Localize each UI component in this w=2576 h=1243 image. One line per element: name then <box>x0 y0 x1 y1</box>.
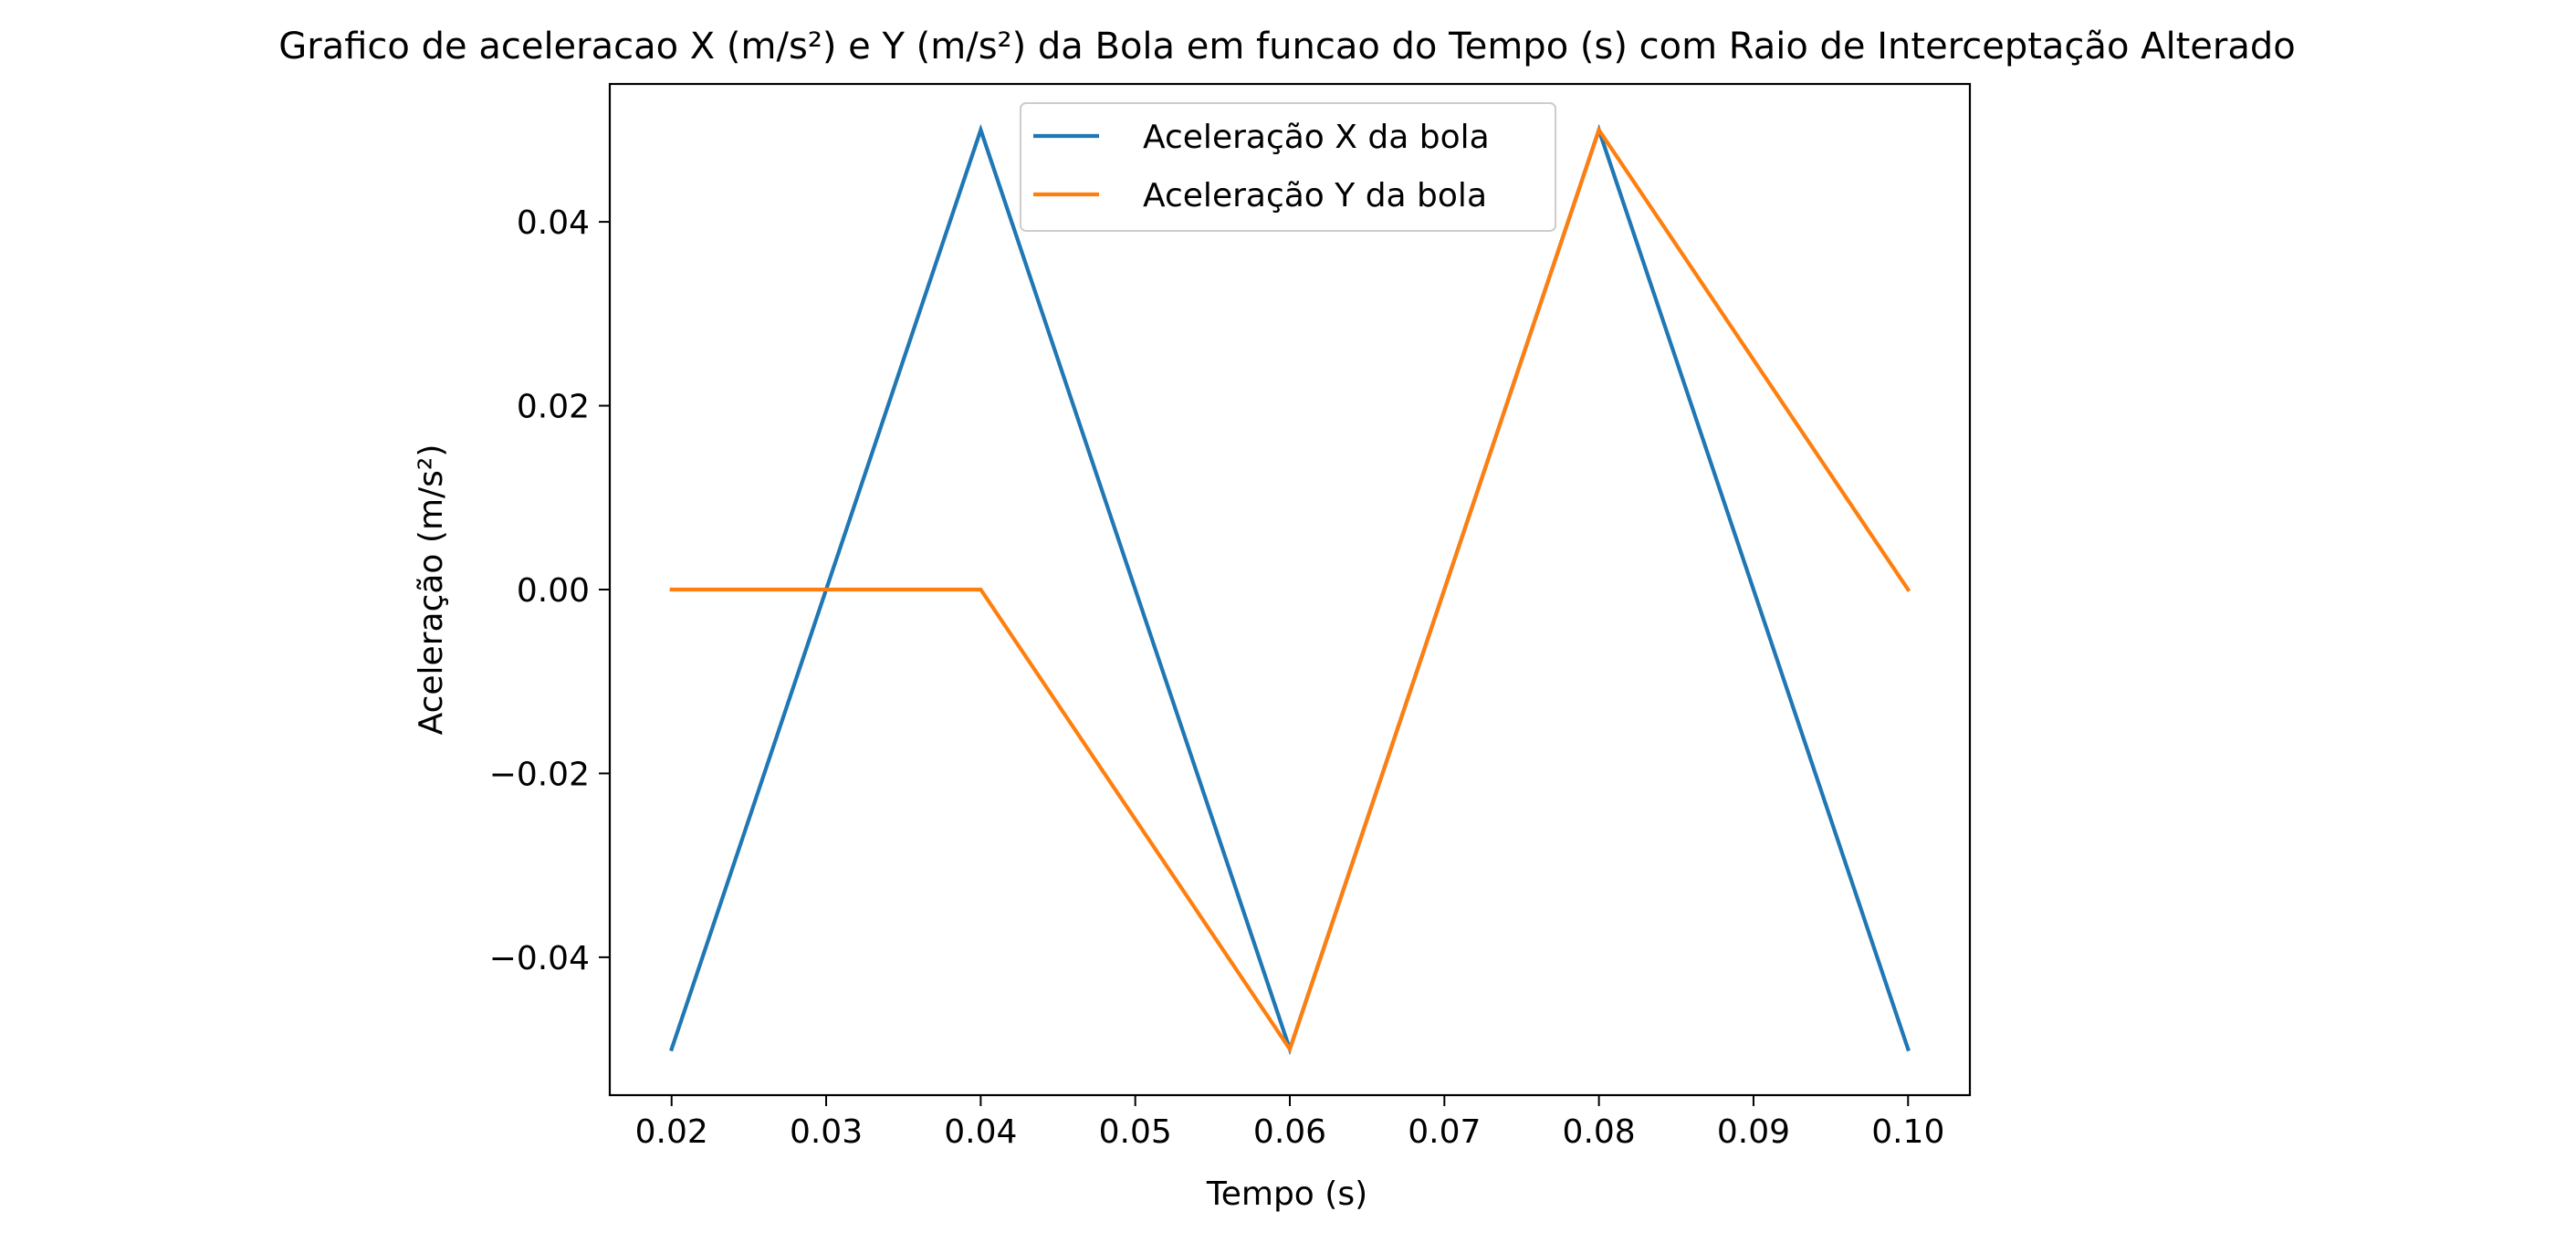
x-tick-label: 0.08 <box>1563 1113 1636 1151</box>
x-tick-label: 0.04 <box>944 1113 1017 1151</box>
series-line-y <box>669 125 1911 1054</box>
legend: Aceleração X da bola Aceleração Y da bola <box>1020 102 1556 232</box>
legend-box <box>1020 102 1556 232</box>
y-axis-label: Aceleração (m/s²) <box>413 444 450 736</box>
chart-title: Grafico de aceleracao X (m/s²) e Y (m/s²… <box>278 26 2295 68</box>
x-tick-label: 0.09 <box>1717 1113 1790 1151</box>
plot-area <box>669 123 1911 1056</box>
legend-label: Aceleração X da bola <box>1143 119 1490 156</box>
y-tick-label: 0.00 <box>517 572 590 610</box>
x-tick-label: 0.02 <box>635 1113 708 1151</box>
y-tick-label: 0.04 <box>517 204 590 242</box>
x-tick-label: 0.06 <box>1253 1113 1326 1151</box>
x-tick-label: 0.07 <box>1408 1113 1481 1151</box>
y-tick-label: 0.02 <box>517 389 590 426</box>
legend-label: Aceleração Y da bola <box>1143 177 1487 214</box>
y-tick-label: −0.04 <box>489 940 590 977</box>
x-tick-label: 0.05 <box>1099 1113 1172 1151</box>
y-axis: −0.04 −0.02 0.00 0.02 0.04 <box>489 204 610 977</box>
y-tick-label: −0.02 <box>489 756 590 793</box>
x-tick-label: 0.10 <box>1871 1113 1944 1151</box>
x-axis-label: Tempo (s) <box>1206 1175 1367 1213</box>
x-axis: 0.02 0.03 0.04 0.05 0.06 0.07 0.08 0.09 0.10 <box>635 1095 1944 1151</box>
x-tick-label: 0.03 <box>790 1113 863 1151</box>
